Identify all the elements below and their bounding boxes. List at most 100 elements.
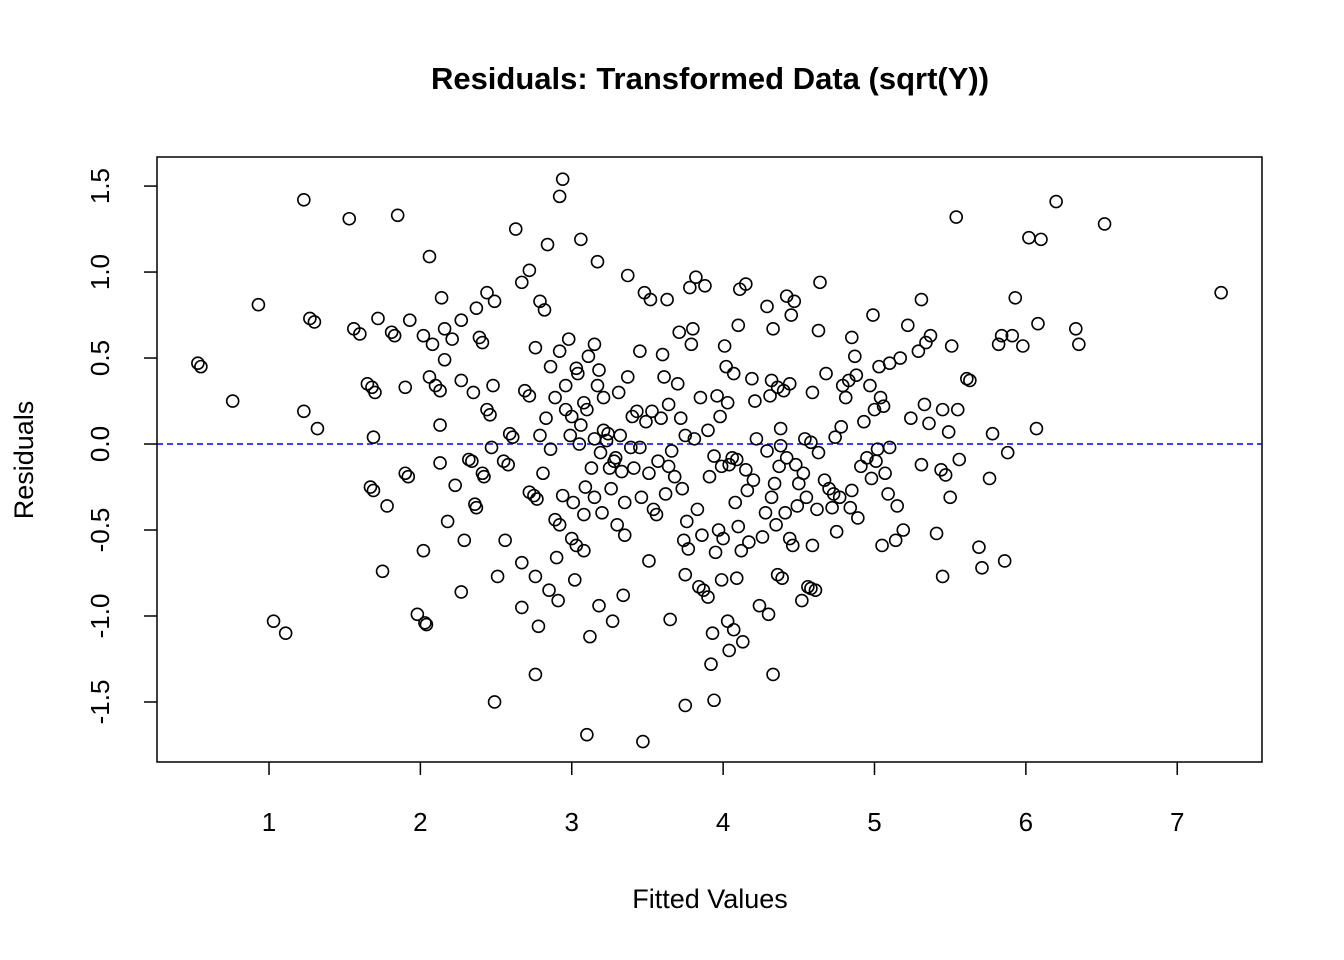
point [366, 430, 381, 444]
y-axis-label: Residuals [9, 401, 39, 520]
point [720, 614, 735, 628]
point [505, 430, 520, 444]
point [515, 275, 529, 290]
point [580, 727, 594, 742]
point [982, 471, 997, 486]
point [433, 418, 447, 432]
point [380, 499, 394, 513]
point [679, 514, 694, 529]
point [584, 461, 599, 475]
point [454, 313, 469, 328]
point [843, 500, 858, 515]
point [540, 237, 555, 252]
point [649, 507, 664, 522]
point [1031, 316, 1045, 331]
point [555, 172, 570, 186]
point [297, 404, 311, 419]
point [799, 490, 814, 505]
y-tick-label: 1.5 [85, 168, 115, 204]
point [675, 481, 690, 496]
point [740, 483, 755, 498]
point [390, 208, 405, 223]
point [882, 440, 897, 455]
point [811, 445, 826, 460]
point [577, 395, 591, 410]
point [911, 344, 926, 358]
point [617, 495, 632, 510]
point [705, 626, 720, 640]
point [819, 366, 833, 381]
point [934, 463, 948, 477]
point [402, 313, 417, 328]
point [422, 249, 437, 264]
point [864, 471, 879, 486]
point [592, 363, 606, 377]
point [722, 643, 736, 658]
point [825, 500, 839, 515]
point [760, 299, 774, 314]
point [772, 459, 786, 474]
point [749, 432, 764, 446]
point [734, 543, 749, 558]
point [552, 189, 567, 204]
point [854, 459, 868, 474]
point [714, 573, 729, 587]
point [581, 349, 596, 364]
point [701, 423, 715, 438]
point [811, 323, 826, 338]
point [371, 311, 385, 326]
point [787, 294, 802, 309]
point [625, 409, 640, 424]
point [490, 569, 505, 584]
point [437, 352, 452, 367]
point [454, 585, 469, 599]
point [904, 411, 918, 426]
point [571, 366, 585, 381]
point [1022, 230, 1036, 245]
y-tick-label: 0.0 [85, 426, 115, 462]
point [1049, 194, 1063, 209]
point [578, 480, 593, 494]
point [729, 452, 744, 467]
point [746, 473, 761, 487]
point [661, 397, 676, 412]
point [552, 518, 567, 532]
point [878, 466, 892, 481]
point [922, 416, 936, 431]
point [678, 567, 693, 582]
point [567, 573, 582, 587]
point [548, 390, 562, 405]
x-tick-label: 5 [867, 807, 881, 837]
point [678, 428, 693, 443]
point [599, 433, 614, 448]
point [577, 507, 591, 522]
point [949, 210, 964, 224]
point [475, 335, 490, 350]
point [773, 421, 788, 436]
point [748, 394, 762, 408]
point [720, 395, 735, 410]
point [832, 490, 847, 505]
point [681, 542, 696, 556]
point [893, 351, 908, 365]
point [592, 598, 606, 613]
point [515, 600, 529, 615]
point [608, 450, 623, 465]
y-tick-label: -1.5 [85, 680, 115, 725]
point [307, 315, 322, 329]
point [963, 373, 977, 388]
point [587, 490, 602, 505]
point [398, 466, 413, 481]
point [539, 411, 553, 426]
point [693, 390, 708, 405]
point [484, 440, 499, 455]
point [366, 483, 381, 498]
point [605, 614, 620, 628]
point [549, 550, 564, 565]
point [531, 619, 546, 634]
point [564, 409, 579, 424]
point [708, 545, 723, 560]
point [673, 411, 688, 426]
point [790, 499, 805, 513]
